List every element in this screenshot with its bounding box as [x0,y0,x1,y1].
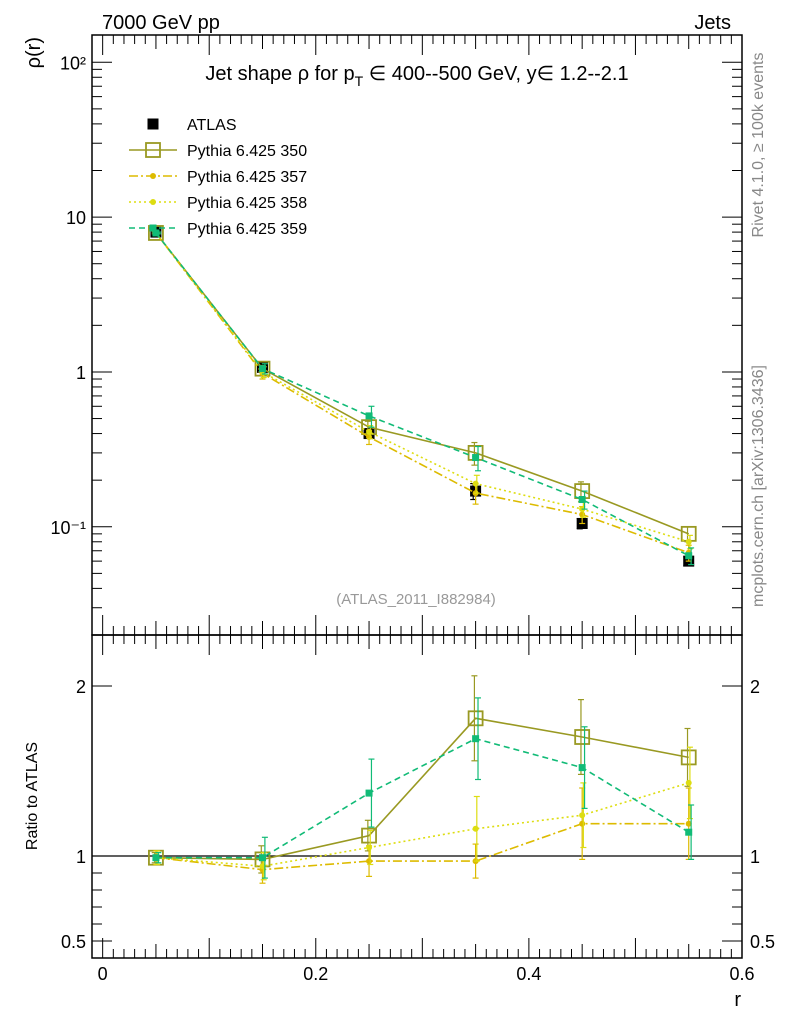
x-axis-label: r [734,989,741,1011]
legend-label: Pythia 6.425 358 [187,195,307,212]
data-point [680,749,697,766]
series-line [155,232,689,554]
legend-label: ATLAS [187,117,237,134]
rivet-label: Rivet 4.1.0, ≥ 100k events [750,53,767,238]
series-pythia-6-425-357 [152,229,692,562]
data-point [366,844,373,851]
series-line [155,717,689,861]
ratio-axis-ticks [92,635,743,959]
data-point [574,729,591,745]
series-line [155,782,689,868]
ratio-series-group [148,675,697,884]
main-axis-ticks [92,35,743,636]
data-point [365,789,373,797]
data-point [149,224,157,232]
series-pythia-6-425-359 [152,229,695,566]
data-point [361,827,377,844]
data-point [150,199,156,205]
ratio-panel: 0.5 0.5 1 1 2 2 0 0.2 0.4 0.6 Ratio to ATLAS r [24,634,775,1011]
data-point [685,779,692,786]
mcplots-label: mcplots.cern.ch [arXiv:1306.3436] [750,365,767,607]
x-tick-label: 0.6 [729,964,754,984]
series-line [155,232,690,535]
data-point [467,710,484,727]
title-part-post: ∈ 400--500 GeV, y∈ 1.2--2.1 [363,63,628,85]
x-tick-label: 0 [98,964,108,984]
ratio-ytick-label-right: 0.5 [750,932,775,952]
main-ytick-label: 1 [76,363,86,383]
data-point [685,538,692,545]
data-point [685,828,693,836]
legend-item: Pythia 6.425 358 [129,195,307,212]
legend-item: Pythia 6.425 357 [129,169,307,186]
data-point [685,820,692,827]
data-point [366,858,373,865]
x-tick-label: 0.4 [516,964,541,984]
header-left-label: 7000 GeV pp [102,12,220,34]
series-pythia-6-425-359 [152,697,695,879]
title-part-sub: T [355,73,364,89]
data-point [472,454,480,462]
series-pythia-6-425-358 [152,229,693,550]
data-point [578,764,586,772]
data-point [145,142,161,158]
main-series-group [148,225,697,567]
data-point [259,863,266,870]
legend-item: Pythia 6.425 359 [129,221,307,238]
legend-label: Pythia 6.425 357 [187,169,307,186]
ratio-ytick-label-left: 0.5 [61,932,86,952]
ratio-ytick-label-right: 1 [750,847,760,867]
series-pythia-6-425-350 [148,675,697,874]
main-panel: 10² 10 1 10⁻¹ ρ(r) Jet shape ρ for pT ∈ 400… [23,34,743,636]
title-part-pre: Jet shape ρ for p [205,63,354,85]
data-point [365,412,373,420]
ratio-ytick-label-left: 1 [76,847,86,867]
main-ytick-labels: 10² 10 1 10⁻¹ [50,53,86,538]
main-ytick-label: 10 [66,208,86,228]
series-line [155,737,690,859]
data-point [472,480,479,487]
ratio-y-axis-label: Ratio to ATLAS [24,742,41,850]
ratio-ytick-label-right: 2 [750,677,760,697]
legend-item: ATLAS [147,117,237,134]
x-tick-label: 0.2 [303,964,328,984]
series-line [155,822,689,871]
legend-label: Pythia 6.425 350 [187,143,307,160]
data-point [579,812,586,819]
legend: ATLAS Pythia 6.425 350 Pythia 6.425 357 Pyt… [129,117,307,238]
data-point [147,118,159,130]
data-point [258,854,266,862]
main-ytick-label: 10⁻¹ [50,518,86,538]
data-point [150,173,156,179]
data-point [579,820,586,827]
legend-label: Pythia 6.425 359 [187,221,307,238]
data-point [258,365,266,373]
legend-item: Pythia 6.425 350 [129,142,307,160]
main-ytick-label: 10² [60,53,86,73]
analysis-watermark: (ATLAS_2011_I882984) [336,591,496,608]
ratio-plot-frame [91,634,743,959]
series-pythia-6-425-357 [152,787,692,884]
series-pythia-6-425-358 [152,746,693,881]
header-right-label: Jets [694,12,731,34]
data-point [366,428,373,435]
series-line [155,232,689,543]
main-y-axis-label: ρ(r) [23,37,45,68]
data-point [578,496,586,504]
data-point [579,511,586,518]
data-point [472,825,479,832]
data-point [472,735,480,743]
series-pythia-6-425-350 [148,225,697,543]
series-line [155,232,690,557]
data-point [152,229,160,237]
main-title: Jet shape ρ for pT ∈ 400--500 GeV, y∈ 1.… [205,63,628,89]
data-point [152,854,160,862]
ratio-ytick-label-left: 2 [76,677,86,697]
ratio-tick-labels: 0.5 0.5 1 1 2 2 0 0.2 0.4 0.6 [61,677,775,984]
data-point [685,552,693,560]
